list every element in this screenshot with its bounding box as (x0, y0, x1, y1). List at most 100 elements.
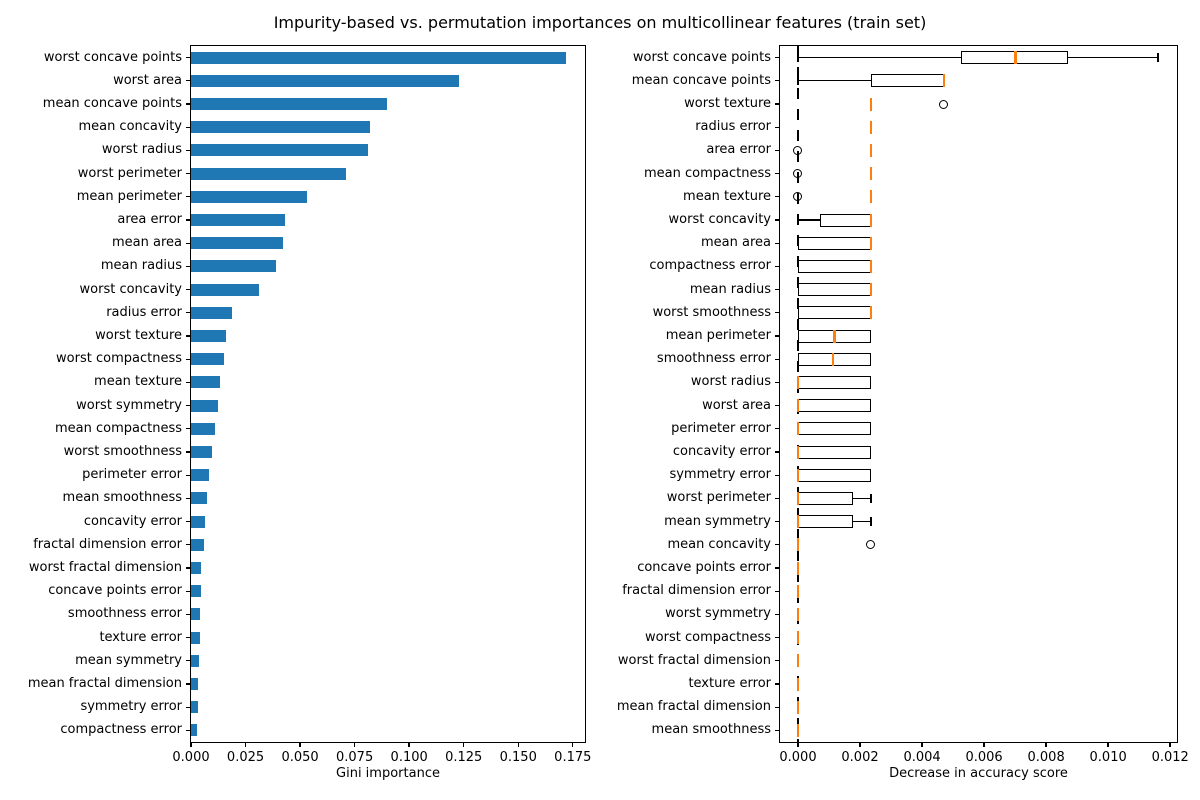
y-tick-mark (185, 706, 190, 708)
feature-tick-label: worst fractal dimension (617, 652, 771, 668)
y-tick-mark (774, 567, 779, 569)
y-tick-mark (185, 683, 190, 685)
y-tick-mark (185, 312, 190, 314)
x-tick-mark (408, 743, 410, 748)
x-tick-label: 0.004 (903, 750, 941, 765)
gini-importance-bar (191, 74, 460, 87)
feature-tick-label: mean perimeter (665, 328, 771, 343)
gini-importance-bar (191, 51, 567, 64)
median-line (869, 190, 873, 204)
feature-tick-label: worst texture (95, 328, 182, 343)
gini-importance-bar (191, 562, 202, 574)
accuracy-decrease-axis-label: Decrease in accuracy score (889, 766, 1068, 781)
median-line (796, 584, 800, 598)
feature-tick-label: mean symmetry (664, 513, 771, 529)
feature-tick-label: mean concave points (42, 96, 182, 111)
x-tick-label: 0.000 (779, 750, 817, 765)
x-tick-label: 0.000 (172, 750, 210, 765)
median-line (869, 213, 873, 227)
iqr-box (819, 213, 871, 227)
x-tick-mark (517, 743, 519, 748)
whisker-low (797, 219, 820, 221)
median-line (796, 399, 800, 413)
feature-tick-label: mean smoothness (62, 490, 182, 506)
y-tick-mark (185, 219, 190, 221)
y-tick-mark (774, 590, 779, 592)
y-tick-mark (185, 242, 190, 244)
median-line (869, 259, 873, 273)
feature-tick-label: worst compactness (645, 629, 771, 645)
whisker-high (852, 520, 871, 523)
y-tick-mark (185, 103, 190, 105)
permutation-importance-plot-area (778, 44, 1179, 744)
gini-importance-bar (191, 422, 215, 435)
feature-tick-label: mean area (701, 235, 771, 251)
gini-importance-bar (191, 469, 209, 482)
feature-tick-label: fractal dimension error (622, 583, 771, 599)
gini-importance-bar (191, 631, 200, 644)
y-tick-mark (774, 56, 779, 59)
gini-importance-bar (191, 190, 307, 203)
median-line (831, 352, 834, 366)
gini-importance-bar (191, 515, 206, 528)
y-tick-mark (774, 103, 779, 105)
feature-tick-label: worst perimeter (77, 165, 182, 181)
x-tick-label: 0.075 (336, 750, 374, 765)
feature-tick-label: worst smoothness (652, 304, 771, 320)
zero-reference-dashes (797, 46, 799, 742)
feature-tick-label: mean fractal dimension (616, 699, 771, 715)
y-tick-mark (774, 265, 779, 268)
feature-tick-label: worst radius (101, 142, 182, 158)
y-tick-mark (185, 636, 190, 639)
y-tick-mark (774, 288, 779, 291)
y-tick-mark (185, 567, 190, 569)
whisker-cap-low (797, 215, 799, 225)
y-tick-mark (774, 613, 779, 616)
feature-tick-label: mean texture (94, 374, 182, 390)
x-tick-label: 0.006 (965, 750, 1003, 765)
figure-title: Impurity-based vs. permutation importanc… (273, 13, 927, 32)
outlier-point (866, 540, 876, 550)
y-tick-mark (774, 683, 779, 685)
feature-tick-label: mean concave points (631, 72, 771, 88)
iqr-box (797, 352, 871, 366)
median-line (796, 515, 800, 529)
gini-importance-bar (191, 585, 201, 598)
gini-importance-bar (191, 283, 259, 296)
y-tick-mark (774, 428, 779, 430)
y-tick-mark (185, 149, 190, 152)
feature-tick-label: mean smoothness (651, 722, 771, 738)
feature-tick-label: perimeter error (671, 420, 771, 436)
x-tick-label: 0.025 (226, 750, 265, 765)
x-tick-mark (797, 743, 799, 748)
median-line (869, 143, 873, 157)
whisker-low (797, 56, 961, 59)
y-tick-mark (185, 335, 190, 337)
feature-tick-label: smoothness error (656, 351, 771, 367)
y-tick-mark (774, 80, 779, 82)
feature-tick-label: mean perimeter (76, 188, 182, 204)
y-tick-mark (185, 520, 190, 523)
median-line (796, 468, 800, 482)
feature-tick-label: concavity error (672, 444, 771, 459)
whisker-cap-low (797, 53, 799, 63)
gini-importance-plot-area (189, 44, 587, 744)
feature-tick-label: texture error (688, 676, 771, 691)
y-tick-mark (185, 451, 190, 453)
median-line (796, 607, 800, 621)
iqr-box (797, 259, 871, 273)
whisker-high (1068, 56, 1159, 59)
feature-tick-label: worst symmetry (665, 606, 771, 622)
median-line (796, 422, 800, 436)
median-line (833, 329, 836, 343)
iqr-box (797, 445, 871, 459)
y-tick-mark (185, 196, 190, 198)
feature-tick-label: mean compactness (54, 420, 182, 436)
outlier-point (793, 169, 803, 179)
feature-tick-label: fractal dimension error (33, 536, 182, 552)
x-tick-mark (983, 743, 985, 748)
y-tick-mark (774, 219, 779, 221)
iqr-box (797, 283, 871, 297)
y-tick-mark (185, 497, 190, 500)
